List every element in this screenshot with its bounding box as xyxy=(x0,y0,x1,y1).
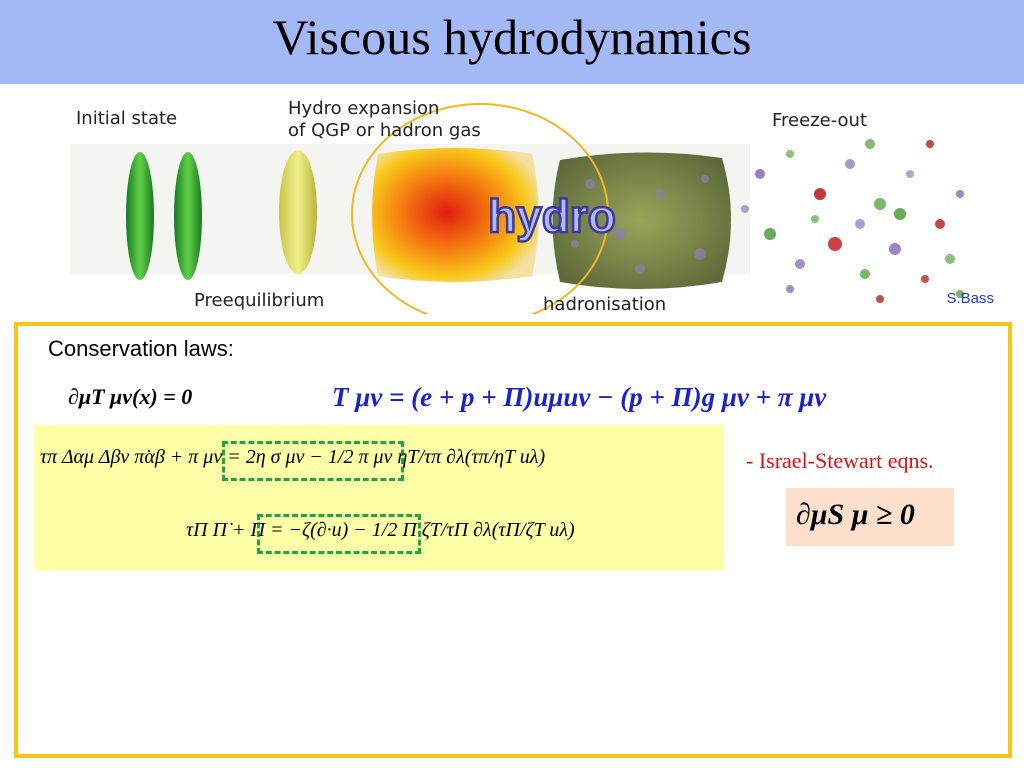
nucleus-right-lens xyxy=(174,152,202,280)
freezeout-particles xyxy=(741,139,964,303)
hydro-orbit-ellipse xyxy=(351,103,609,314)
shear-equation: τπ Δαμ Δβν π̇αβ + π μν = 2η σ μν − 1/2 π… xyxy=(40,446,545,469)
label-initial-state: Initial state xyxy=(76,108,178,129)
label-freeze-out: Freeze-out xyxy=(772,110,868,131)
label-hydro-expansion: Hydro expansion of QGP or hadron gas xyxy=(288,98,481,141)
hydro-fireball xyxy=(372,148,539,282)
title-bar xyxy=(0,0,1024,84)
conservation-label: Conservation laws: xyxy=(48,336,234,361)
bulk-equation-text: τΠ Π̇ + Π = −ζ(∂·u) − 1/2 Π ζT/τΠ ∂λ(τΠ/… xyxy=(186,519,575,541)
entropy-equation: ∂μS μ ≥ 0 xyxy=(796,498,915,532)
israel-stewart-label: - Israel-Stewart eqns. xyxy=(746,448,934,473)
nucleus-left-lens xyxy=(126,152,154,280)
hydro-stages-illustration: hydro xyxy=(70,103,964,314)
shear-equation-text: τπ Δαμ Δβν π̇αβ + π μν = 2η σ μν − 1/2 π… xyxy=(40,446,546,468)
stress-tensor-equation: T μν = (e + p + Π)uμuν − (p + Π)g μν + π… xyxy=(332,382,826,413)
image-credit: S.Bass xyxy=(946,290,994,307)
slide-title: Viscous hydrodynamics xyxy=(272,9,752,65)
hadronisation-blob xyxy=(552,152,731,289)
conservation-equation: ∂μT μν(x) = 0 xyxy=(68,384,192,410)
stress-tensor-equation-text: T μν = (e + p + Π)uμuν − (p + Π)g μν + π… xyxy=(332,382,827,412)
label-preequilibrium: Preequilibrium xyxy=(194,290,325,311)
bulk-equation: τΠ Π̇ + Π = −ζ(∂·u) − 1/2 Π ζT/τΠ ∂λ(τΠ/… xyxy=(186,519,575,542)
preequilibrium-lens xyxy=(279,150,317,274)
hydro-logo: hydro xyxy=(488,190,616,242)
conservation-equation-text: ∂μT μν(x) = 0 xyxy=(68,384,193,409)
bulk-highlight-box xyxy=(257,514,421,554)
entropy-box xyxy=(786,488,954,546)
israel-stewart-box xyxy=(34,425,724,571)
entropy-equation-text: ∂μS μ ≥ 0 xyxy=(796,498,915,531)
shear-highlight-box xyxy=(222,441,404,481)
label-hadronisation: hadronisation xyxy=(543,294,667,315)
